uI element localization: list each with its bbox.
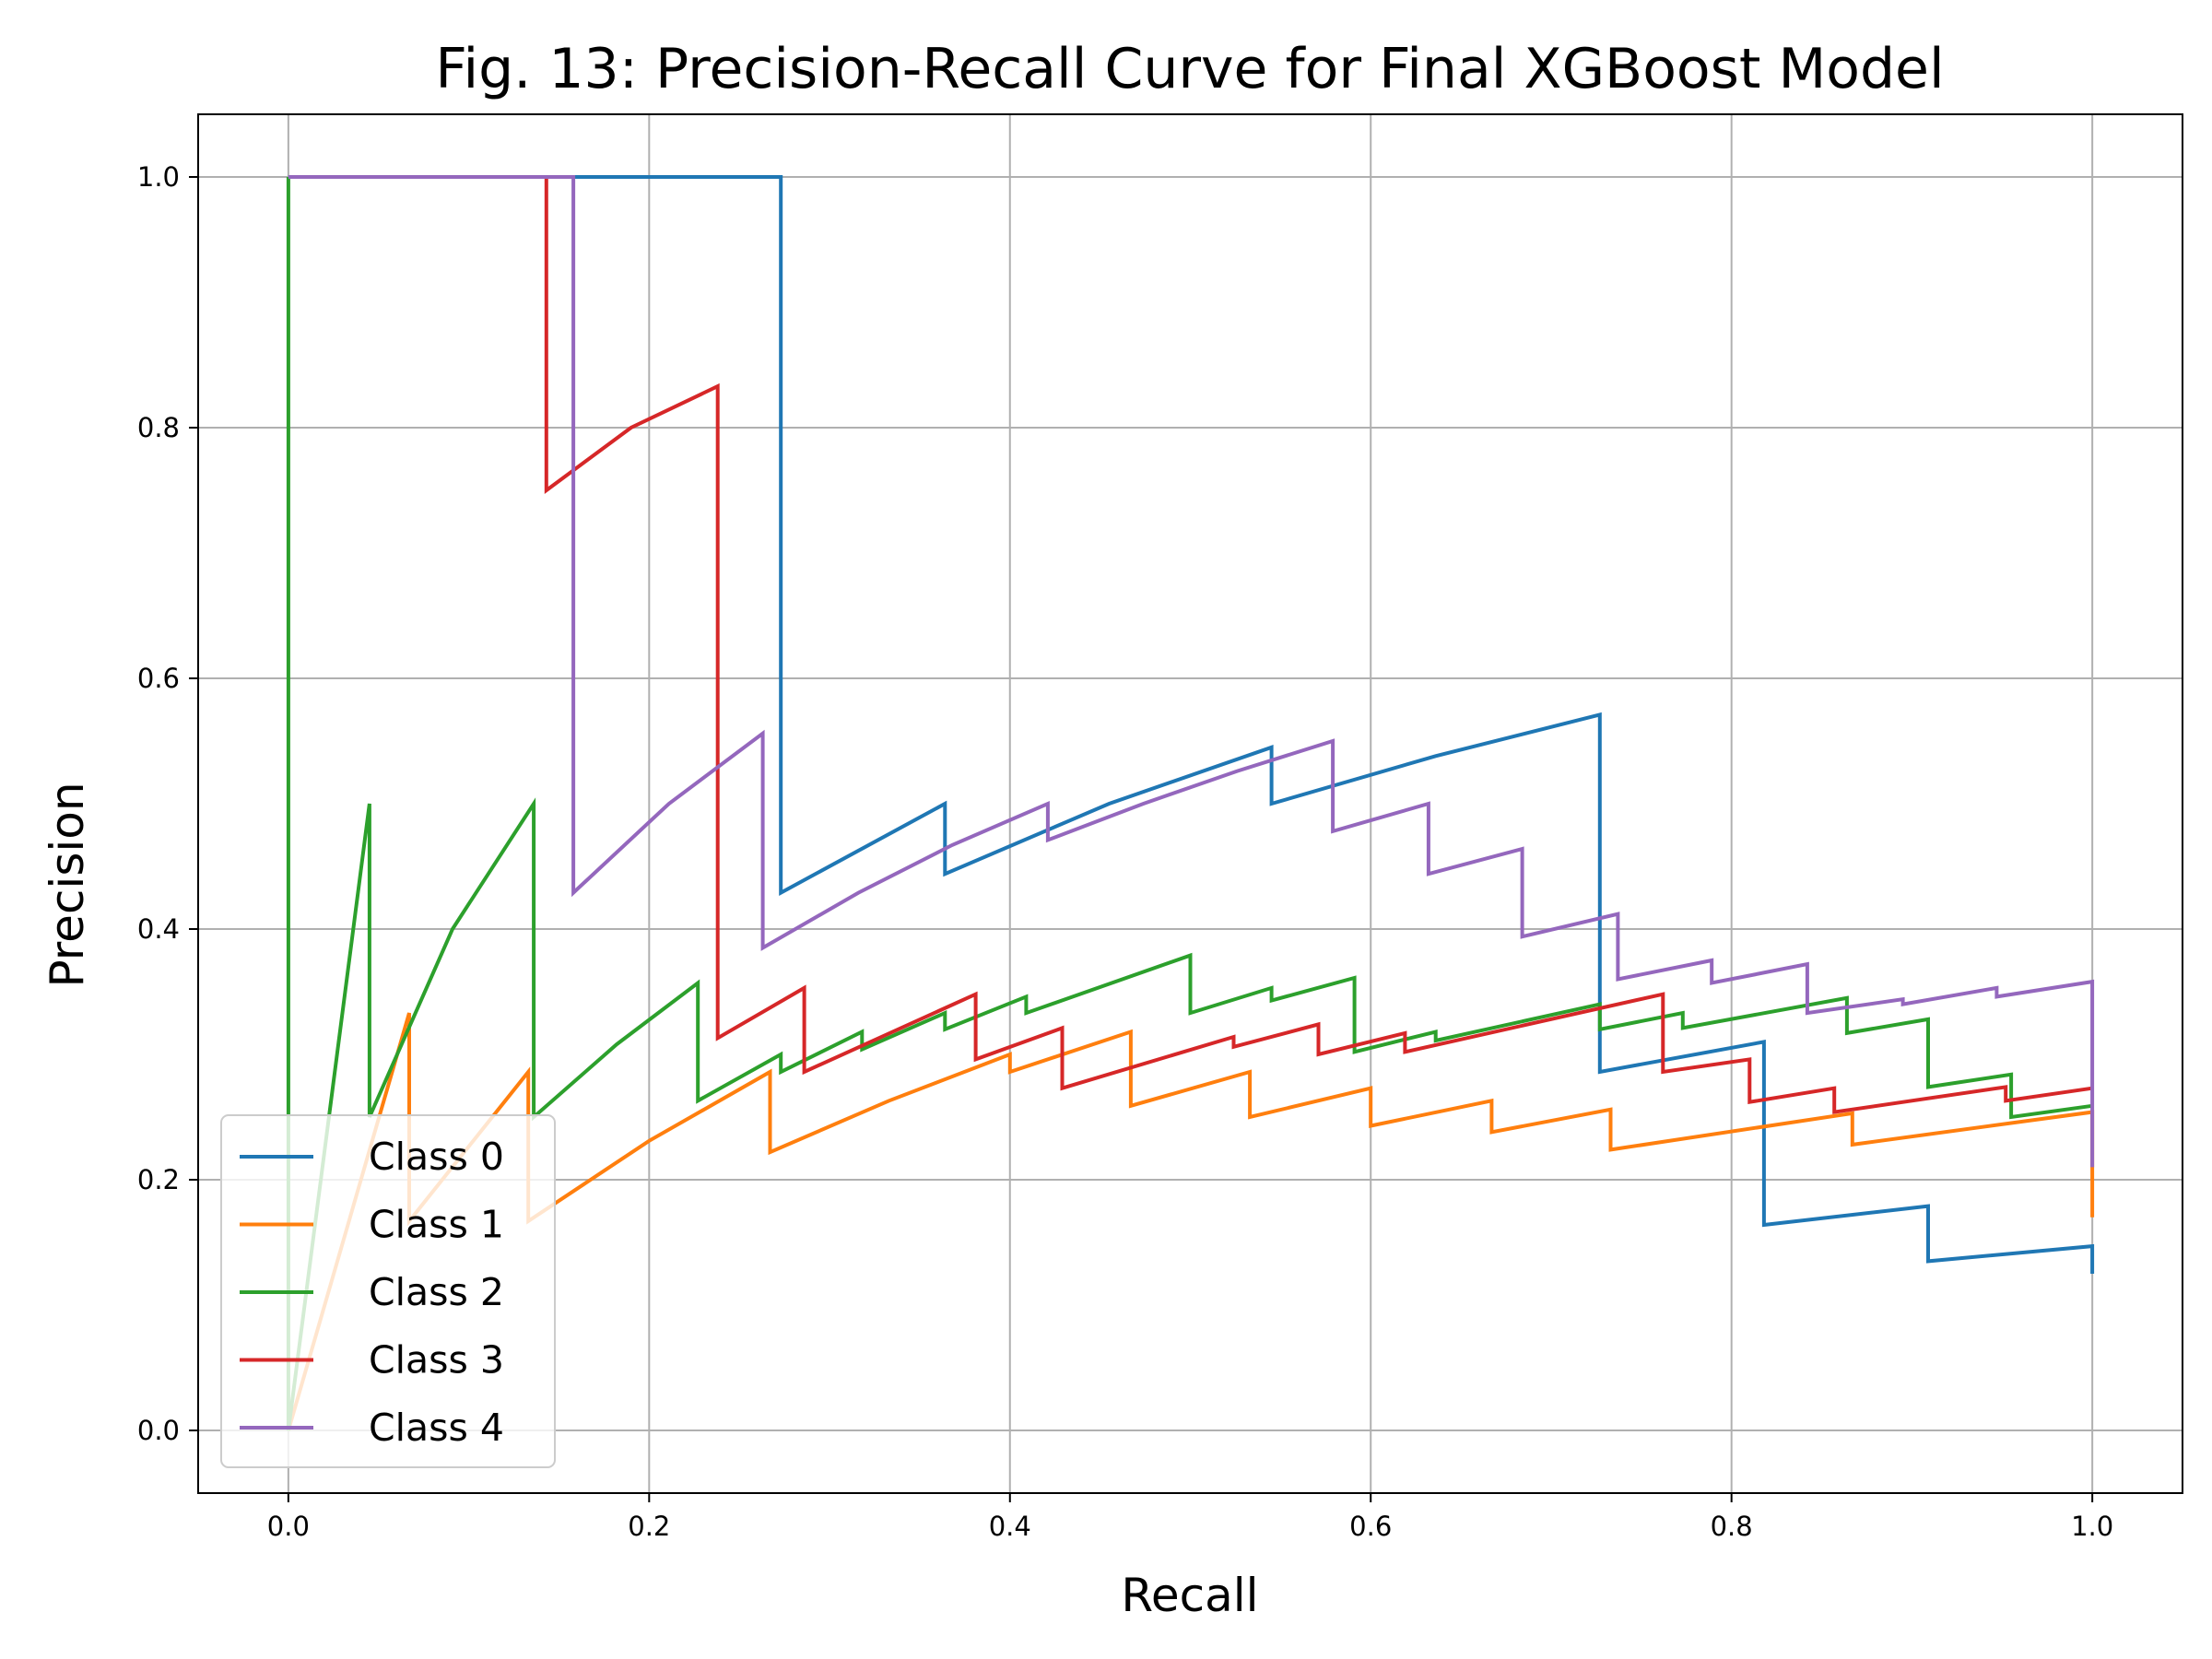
x-tick-label: 0.2 [628, 1511, 670, 1542]
x-tick-label: 0.6 [1349, 1511, 1392, 1542]
legend: Class 0 Class 1 Class 2 Class 3 Class 4 [220, 1114, 556, 1468]
y-tick-label: 0.4 [137, 913, 180, 945]
y-axis-label: Precision [41, 782, 94, 987]
y-tick-label: 0.0 [137, 1415, 180, 1446]
chart-title: Fig. 13: Precision-Recall Curve for Fina… [435, 37, 1944, 101]
x-tick-label: 1.0 [2071, 1511, 2113, 1542]
legend-label: Class 3 [369, 1338, 504, 1382]
y-tick-label: 1.0 [137, 161, 180, 193]
series-line-class-3 [544, 177, 2093, 1114]
x-tick-label: 0.0 [267, 1511, 310, 1542]
x-tick-label: 0.4 [989, 1511, 1031, 1542]
legend-label: Class 1 [369, 1203, 504, 1247]
legend-box [220, 1114, 556, 1468]
y-tick-label: 0.8 [137, 412, 180, 443]
legend-label: Class 4 [369, 1406, 504, 1450]
y-tick-label: 0.6 [137, 663, 180, 694]
y-tick-label: 0.2 [137, 1164, 180, 1195]
axis-ticks: 0.0 0.2 0.4 0.6 0.8 1.0 0.0 0.2 0.4 0.6 0.8 1.0 [137, 161, 2113, 1542]
x-axis-label: Recall [1121, 1569, 1258, 1622]
plot-area-frame [197, 113, 2183, 1494]
legend-label: Class 2 [369, 1270, 504, 1314]
legend-label: Class 0 [369, 1135, 504, 1179]
x-tick-label: 0.8 [1711, 1511, 1753, 1542]
series-line-class-0 [288, 175, 2095, 1274]
series-line-class-4 [288, 175, 2095, 1168]
